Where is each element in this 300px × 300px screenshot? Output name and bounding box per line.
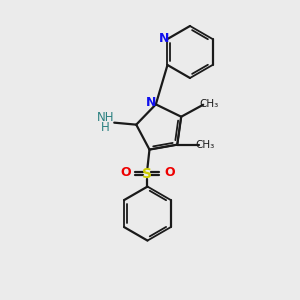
Text: CH₃: CH₃ (200, 99, 219, 109)
Text: N: N (146, 96, 156, 109)
Text: N: N (159, 32, 170, 44)
Text: H: H (101, 121, 110, 134)
Text: CH₃: CH₃ (196, 140, 215, 150)
Text: NH: NH (97, 111, 114, 124)
Text: O: O (120, 166, 131, 179)
Text: S: S (142, 167, 152, 181)
Text: O: O (164, 166, 175, 179)
